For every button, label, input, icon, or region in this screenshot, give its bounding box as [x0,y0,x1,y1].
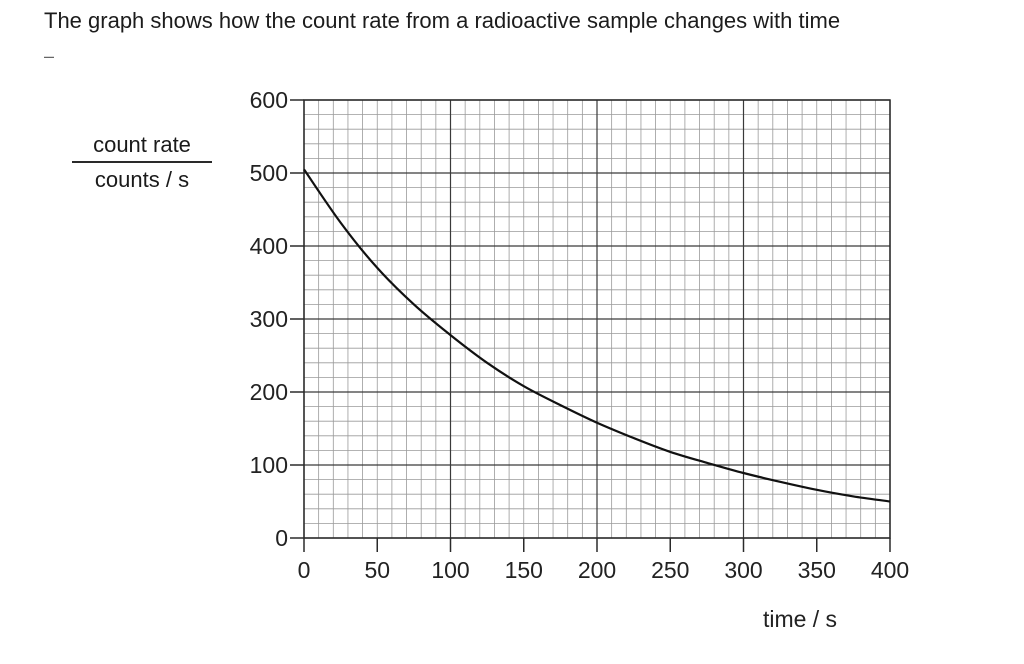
separator-dash: – [44,46,55,66]
x-tick-label: 100 [431,557,469,583]
x-axis-label: time / s [763,606,837,632]
x-tick-label: 350 [798,557,836,583]
tick-labels: 0 100 200 300 400 500 600 0 50 100 150 200 250 300 350… [250,87,910,632]
axis-ticks [290,99,891,552]
y-tick-label: 300 [250,306,288,332]
y-tick-label: 400 [250,233,288,259]
y-tick-label: 200 [250,379,288,405]
x-tick-label: 400 [871,557,909,583]
x-tick-label: 300 [724,557,762,583]
series-group [303,168,891,503]
y-axis-label-numerator: count rate [93,132,191,157]
x-tick-label: 0 [298,557,311,583]
x-tick-label: 150 [505,557,543,583]
y-tick-label: 100 [250,452,288,478]
x-tick-label: 200 [578,557,616,583]
decay-curve [303,168,891,503]
y-tick-label: 600 [250,87,288,113]
y-tick-label: 500 [250,160,288,186]
x-tick-label: 250 [651,557,689,583]
question-text: The graph shows how the count rate from … [44,8,841,33]
y-tick-label: 0 [275,525,288,551]
y-axis-label-fraction-bar [72,161,212,163]
y-axis-label: count rate counts / s [70,132,214,193]
x-tick-label: 50 [364,557,390,583]
y-axis-label-denominator: counts / s [94,167,190,192]
